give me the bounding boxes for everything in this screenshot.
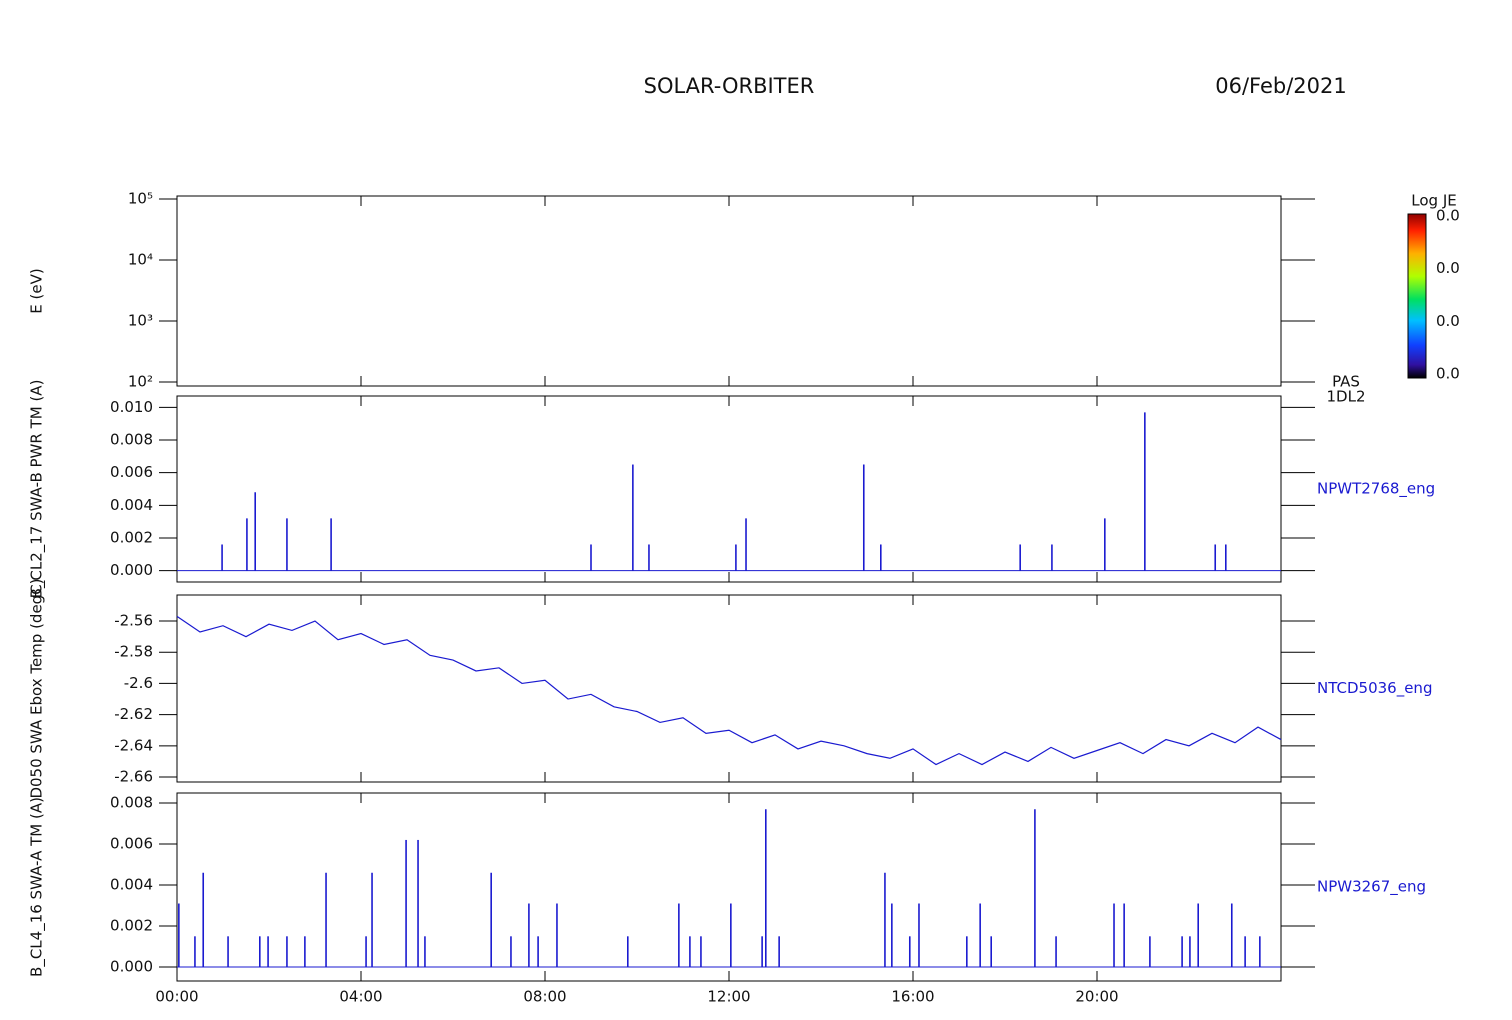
colorbar-label: 0.0	[1436, 365, 1460, 383]
y-tick-label: 0.006	[110, 835, 153, 853]
colorbar-label: 0.0	[1436, 259, 1460, 277]
x-tick-label: 20:00	[1075, 988, 1118, 1006]
colorbar-title: Log JE	[1411, 192, 1456, 210]
y-tick-label: -2.62	[114, 705, 153, 723]
plot-frame	[176, 792, 1282, 982]
y-tick-label: 10²	[128, 373, 153, 391]
y-tick-label: 10⁵	[128, 190, 153, 208]
y-axis-label: B_CL2_17 SWA-B PWR TM (A)	[28, 380, 47, 599]
y-tick-label: 10⁴	[128, 251, 153, 269]
y-axis-label: D050 SWA Ebox Temp (degC)	[28, 578, 46, 798]
colorbar-label: 0.0	[1436, 207, 1460, 225]
y-tick-label: 0.006	[110, 463, 153, 481]
y-tick-label: -2.56	[114, 612, 153, 630]
y-tick-label: -2.58	[114, 643, 153, 661]
plot-frame	[176, 395, 1282, 583]
line	[176, 615, 1282, 766]
y-tick-label: 0.002	[110, 528, 153, 546]
chart-title: SOLAR-ORBITER	[644, 74, 815, 98]
x-tick-label: 16:00	[891, 988, 934, 1006]
y-tick-label: 0.008	[110, 431, 153, 449]
colorbar-label: 0.0	[1436, 312, 1460, 330]
y-tick-label: 10³	[128, 312, 153, 330]
y-tick-label: 0.008	[110, 794, 153, 812]
y-tick-label: 0.002	[110, 917, 153, 935]
y-tick-label: -2.6	[124, 674, 153, 692]
instrument-label: 1DL2	[1327, 388, 1366, 406]
y-tick-label: 0.004	[110, 496, 153, 514]
series-label: NTCD5036_eng	[1317, 679, 1432, 698]
y-tick-label: 0.000	[110, 958, 153, 976]
x-tick-label: 04:00	[339, 988, 382, 1006]
series-label: NPWT2768_eng	[1317, 480, 1435, 499]
y-tick-label: 0.010	[110, 398, 153, 416]
x-tick-label: 08:00	[523, 988, 566, 1006]
plot-frame	[176, 195, 1282, 387]
y-tick-label: 0.000	[110, 561, 153, 579]
colorbar	[1407, 213, 1427, 379]
y-tick-label: -2.64	[114, 736, 153, 754]
plot-frame	[176, 594, 1282, 783]
instrument-label: PAS	[1332, 373, 1360, 391]
date: 06/Feb/2021	[1215, 74, 1347, 98]
x-tick-label: 12:00	[707, 988, 750, 1006]
y-tick-label: 0.004	[110, 876, 153, 894]
y-axis-label: E (eV)	[28, 268, 46, 313]
series-label: NPW3267_eng	[1317, 878, 1426, 897]
y-axis-label: B_CL4_16 SWA-A TM (A)	[28, 797, 47, 977]
x-tick-label: 00:00	[155, 988, 198, 1006]
y-tick-label: -2.66	[114, 768, 153, 786]
